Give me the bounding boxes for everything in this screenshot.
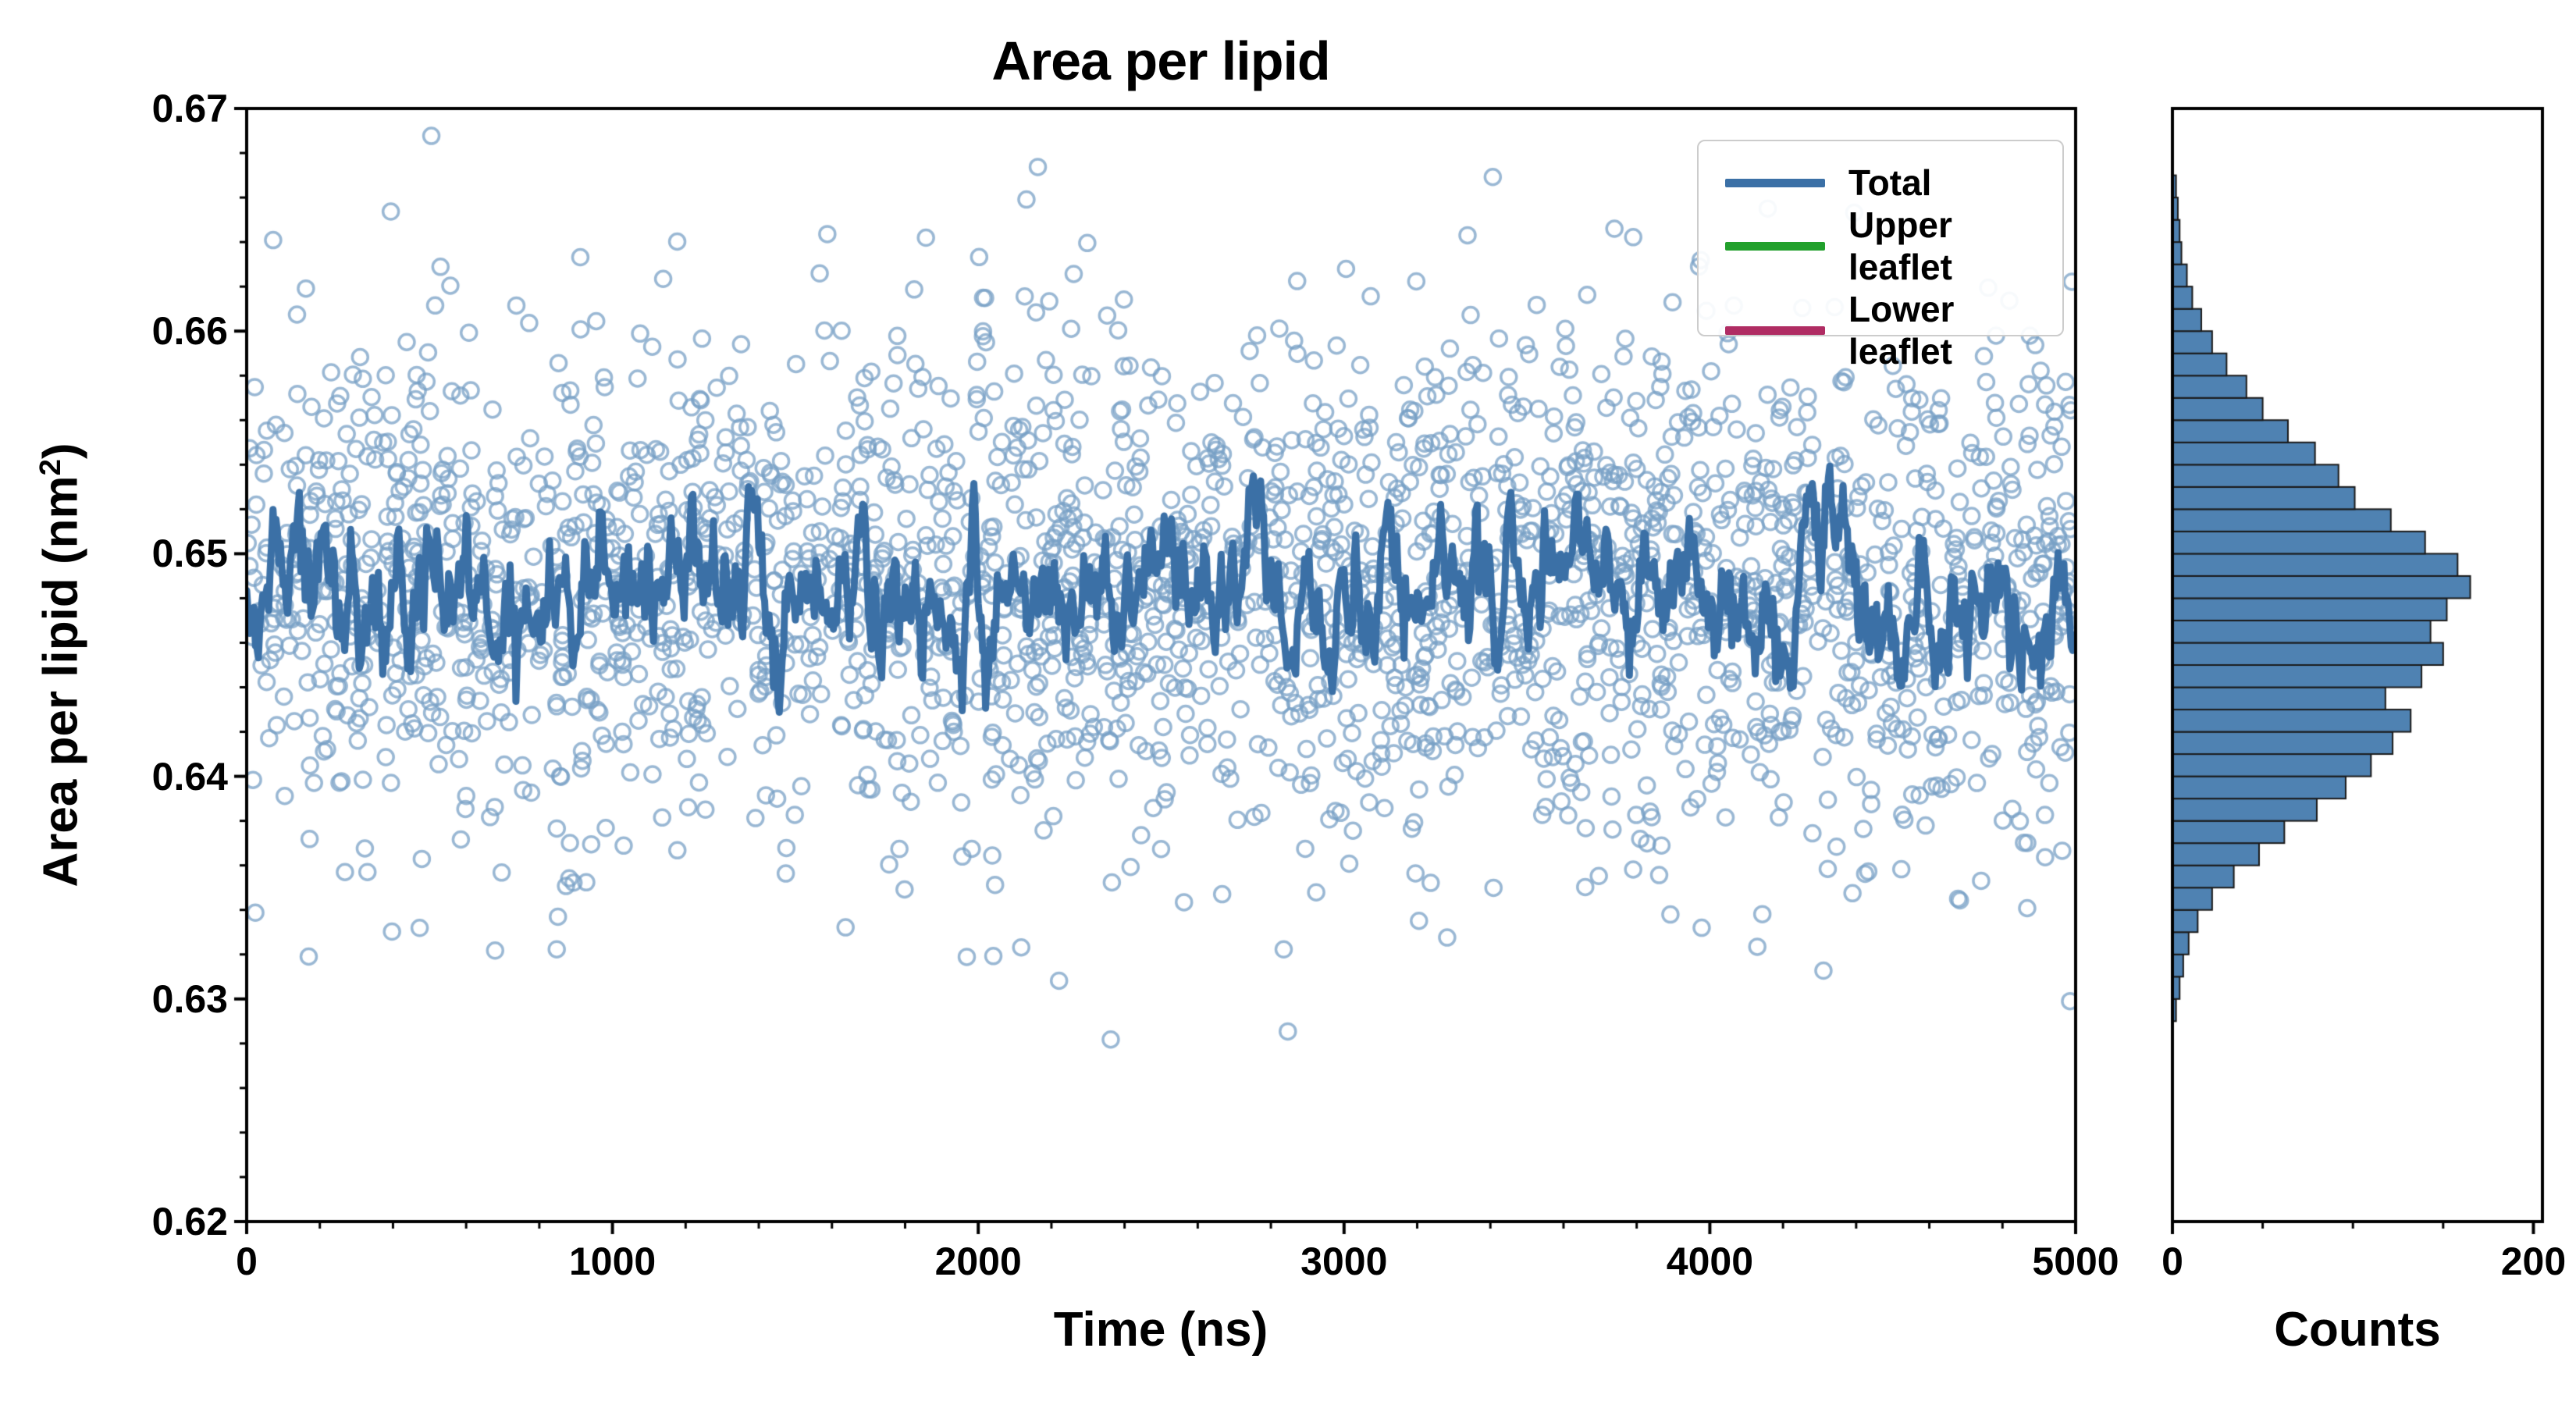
- y-tick-label: 0.67: [151, 87, 228, 130]
- legend-label-total: Total: [1848, 162, 1932, 203]
- x-tick-label: 0: [236, 1240, 258, 1283]
- y-tick-label: 0.62: [151, 1200, 228, 1243]
- y-tick-label: 0.66: [151, 309, 228, 354]
- plot-title: Area per lipid: [991, 30, 1330, 91]
- counts-axis-label: Counts: [2274, 1303, 2441, 1357]
- legend-swatch-lower-leaflet: [1725, 325, 1825, 335]
- y-axis-label: Area per lipid (nm2): [34, 443, 89, 887]
- legend-label-lower-leaflet: Lower leaflet: [1848, 289, 1955, 372]
- legend-swatch-upper-leaflet: [1725, 241, 1825, 251]
- legend-item-total: Total: [1725, 162, 2036, 204]
- y-tick-label: 0.65: [151, 532, 228, 576]
- counts-tick-label: 200: [2500, 1240, 2567, 1283]
- legend: Total Upper leaflet Lower leaflet: [1697, 140, 2064, 372]
- counts-tick-label: 0: [2161, 1240, 2183, 1283]
- x-tick-label: 3000: [1300, 1240, 1388, 1283]
- legend-swatch-total: [1725, 178, 1825, 187]
- x-tick-label: 5000: [2032, 1240, 2119, 1283]
- legend-item-upper-leaflet: Upper leaflet: [1725, 204, 2036, 288]
- x-tick-label: 2000: [934, 1240, 1022, 1283]
- y-tick-label: 0.63: [151, 976, 228, 1021]
- x-tick-label: 4000: [1666, 1240, 1754, 1283]
- y-axis-label-superscript: 2: [33, 459, 67, 476]
- legend-label-upper-leaflet: Upper leaflet: [1848, 205, 1952, 287]
- x-tick-label: 1000: [568, 1240, 656, 1283]
- y-axis-label-text: Area per lipid (nm: [34, 475, 88, 887]
- legend-item-lower-leaflet: Lower leaflet: [1725, 288, 2036, 372]
- y-axis-label-suffix: ): [34, 443, 88, 460]
- x-axis-label: Time (ns): [1053, 1303, 1268, 1357]
- y-tick-label: 0.64: [151, 754, 228, 799]
